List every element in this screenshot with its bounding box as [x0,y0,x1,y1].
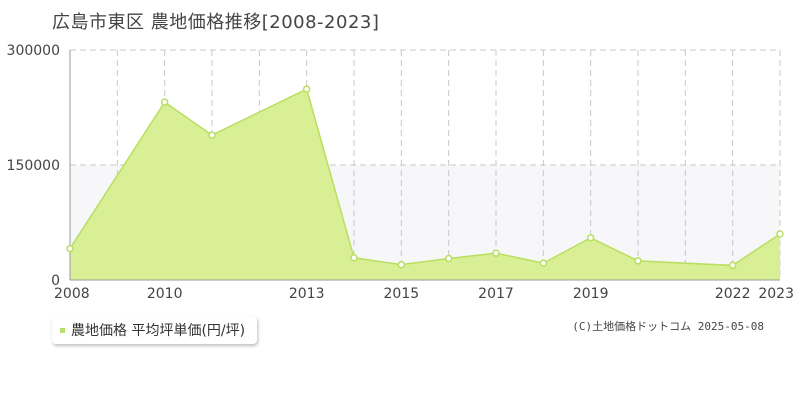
y-tick-label: 150000 [7,158,60,174]
legend-label: 農地価格 平均坪単価(円/坪) [71,323,246,339]
data-point [302,85,311,93]
x-tick-label: 2015 [384,286,420,302]
series-area [70,89,780,280]
x-tick-label: 2008 [54,286,90,302]
x-tick-label: 2017 [478,286,514,302]
y-tick-label: 300000 [7,43,60,59]
data-point [208,131,216,139]
data-point [539,259,548,267]
data-point [728,261,737,270]
chart-title: 広島市東区 農地価格推移[2008-2023] [52,12,380,33]
data-point [776,230,784,238]
credit-text: (C)土地価格ドットコム 2025-05-08 [572,320,764,333]
x-tick-label: 2023 [758,286,794,302]
data-point [586,234,595,242]
data-point [397,260,406,269]
legend: 農地価格 平均坪単価(円/坪) [52,316,258,344]
x-tick-label: 2013 [289,286,325,302]
x-tick-label: 2019 [573,286,609,302]
data-point [350,254,358,262]
data-point [634,257,642,265]
y-tick-label: 0 [51,273,60,289]
data-point [160,98,169,106]
data-point [492,249,500,257]
legend-swatch [60,327,65,333]
data-point [444,254,453,263]
x-tick-label: 2010 [147,286,183,302]
data-point [66,244,74,253]
x-tick-label: 2022 [715,286,751,302]
